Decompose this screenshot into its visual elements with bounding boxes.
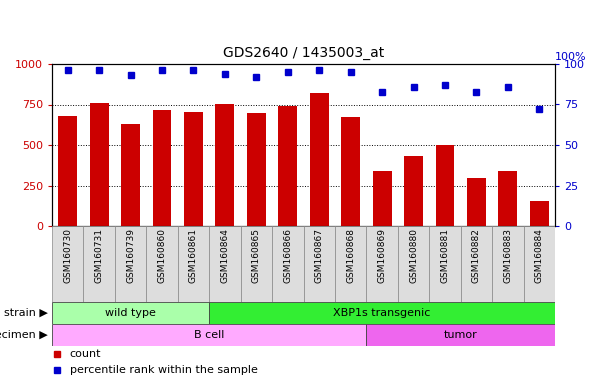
Text: GSM160739: GSM160739 — [126, 228, 135, 283]
Text: B cell: B cell — [194, 330, 224, 340]
Bar — [373, 171, 391, 226]
Bar — [341, 118, 360, 226]
Text: GSM160866: GSM160866 — [283, 228, 292, 283]
Bar — [115, 226, 146, 302]
Bar — [530, 201, 549, 226]
Text: strain ▶: strain ▶ — [4, 308, 48, 318]
Text: specimen ▶: specimen ▶ — [0, 330, 48, 340]
Bar — [58, 116, 77, 226]
Bar — [304, 226, 335, 302]
Bar — [436, 145, 454, 226]
Bar — [367, 226, 398, 302]
Text: GSM160882: GSM160882 — [472, 228, 481, 283]
Text: XBP1s transgenic: XBP1s transgenic — [334, 308, 431, 318]
Bar — [335, 226, 367, 302]
Text: tumor: tumor — [444, 330, 478, 340]
Text: GSM160884: GSM160884 — [535, 228, 544, 283]
Bar — [310, 93, 329, 226]
Bar — [178, 226, 209, 302]
Bar — [90, 103, 109, 226]
Text: GSM160731: GSM160731 — [94, 228, 103, 283]
Text: 100%: 100% — [555, 52, 587, 62]
Text: percentile rank within the sample: percentile rank within the sample — [70, 365, 257, 375]
Text: GSM160868: GSM160868 — [346, 228, 355, 283]
Bar — [209, 226, 240, 302]
Bar — [84, 226, 115, 302]
Bar — [216, 104, 234, 226]
Bar — [492, 226, 523, 302]
Bar — [278, 106, 297, 226]
Text: GSM160881: GSM160881 — [441, 228, 450, 283]
Bar — [52, 302, 209, 324]
Bar — [121, 124, 140, 226]
Text: GSM160867: GSM160867 — [315, 228, 324, 283]
Bar — [498, 171, 517, 226]
Bar — [467, 178, 486, 226]
Text: GSM160730: GSM160730 — [63, 228, 72, 283]
Bar — [523, 226, 555, 302]
Bar — [398, 226, 429, 302]
Bar — [240, 226, 272, 302]
Text: GSM160864: GSM160864 — [221, 228, 230, 283]
Text: GSM160880: GSM160880 — [409, 228, 418, 283]
Bar — [52, 324, 367, 346]
Bar — [52, 226, 84, 302]
Text: GDS2640 / 1435003_at: GDS2640 / 1435003_at — [223, 46, 384, 60]
Bar — [461, 226, 492, 302]
Bar — [209, 302, 555, 324]
Bar — [184, 112, 203, 226]
Text: GSM160869: GSM160869 — [377, 228, 386, 283]
Bar — [146, 226, 178, 302]
Text: GSM160865: GSM160865 — [252, 228, 261, 283]
Bar — [153, 110, 171, 226]
Bar — [247, 113, 266, 226]
Bar — [404, 156, 423, 226]
Text: count: count — [70, 349, 101, 359]
Bar — [429, 226, 461, 302]
Bar — [367, 324, 555, 346]
Text: GSM160861: GSM160861 — [189, 228, 198, 283]
Text: GSM160883: GSM160883 — [504, 228, 512, 283]
Text: GSM160860: GSM160860 — [157, 228, 166, 283]
Bar — [272, 226, 304, 302]
Text: wild type: wild type — [105, 308, 156, 318]
